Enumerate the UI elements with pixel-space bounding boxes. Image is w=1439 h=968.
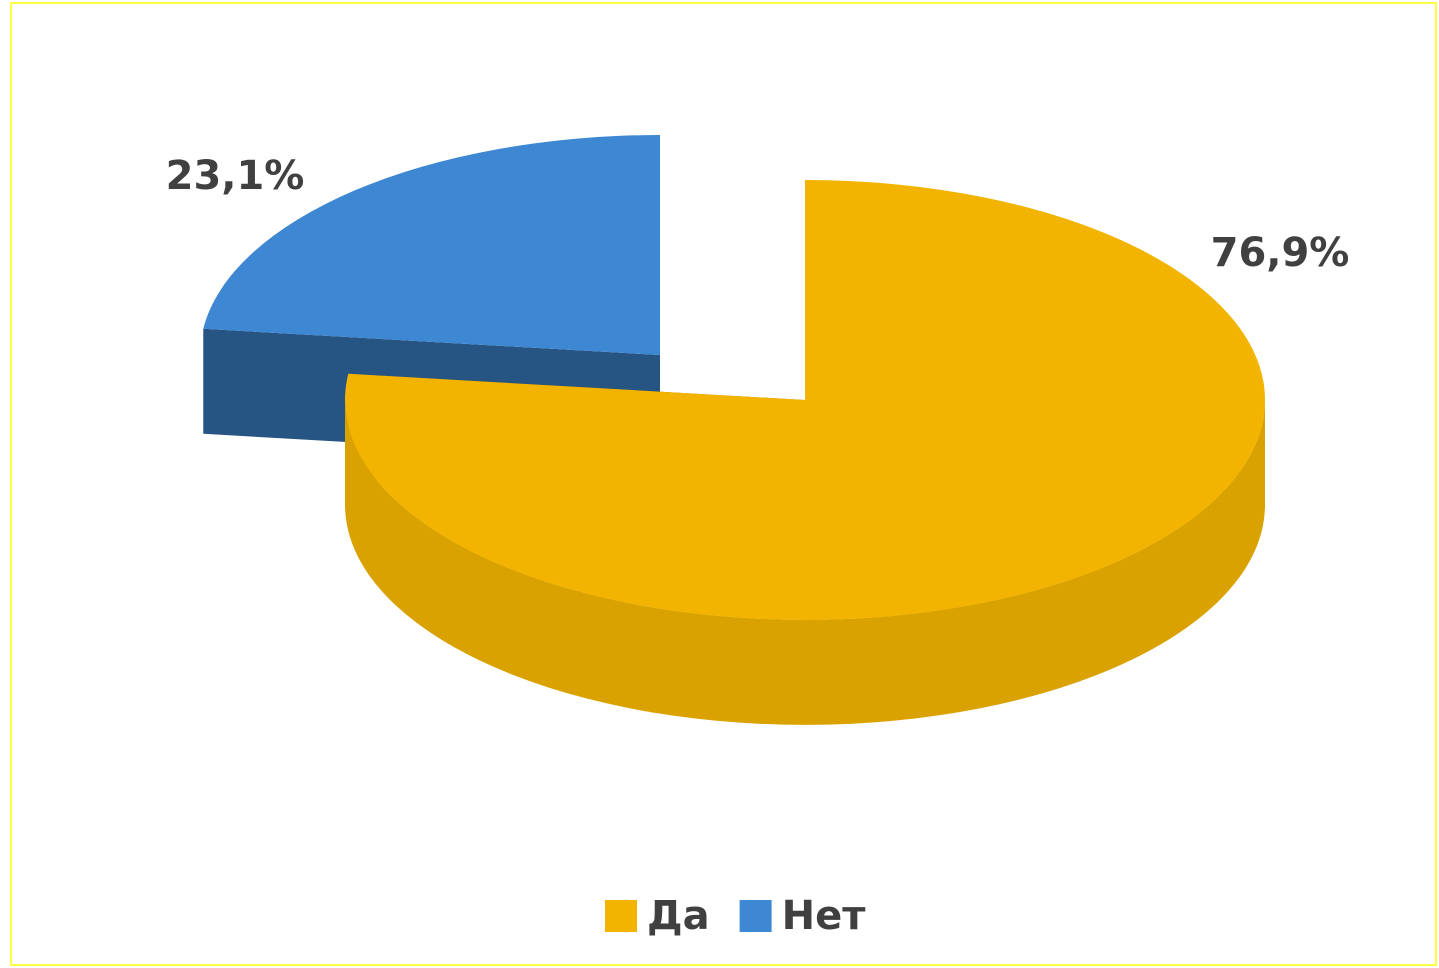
legend-label: Нет [782, 893, 867, 939]
legend-label: Да [647, 893, 710, 939]
slice [344, 180, 1266, 620]
data-label: 23,1% [166, 153, 305, 199]
slice [203, 135, 661, 355]
data-label: 76,9% [1211, 230, 1350, 276]
slice-side [345, 400, 1265, 725]
legend-swatch [739, 900, 772, 932]
legend-swatch [605, 900, 637, 932]
